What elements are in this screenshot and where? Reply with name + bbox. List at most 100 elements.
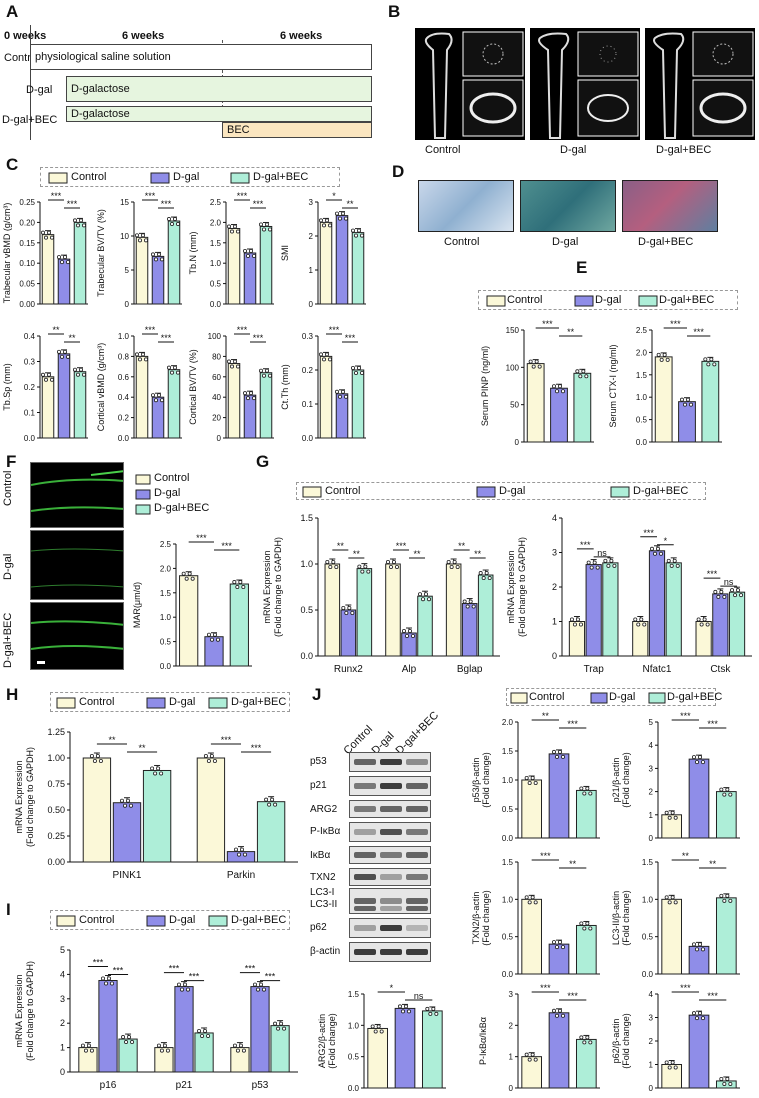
legend-c: Control D-gal D-gal+BEC [40, 167, 340, 187]
bar-dgalbec [421, 1010, 443, 1089]
significance-label: ** [458, 541, 466, 551]
data-point [424, 592, 429, 597]
significance-label: ** [139, 743, 147, 753]
data-point [325, 352, 330, 357]
y-tick-label: 1.5 [636, 371, 648, 380]
y-axis-label-unit: (Fold change to GAPDH) [517, 537, 527, 637]
bar-dgalbec [167, 220, 181, 305]
chart-h-mitophagy: 0.00 0.25 0.50 0.75 1.00 1.25 mRNA Expression(… [14, 727, 298, 881]
y-tick-label: 0 [125, 300, 130, 309]
chart-ctth: 0.0 0.1 0.2 0.3 Ct.Th (mm) *** *** [280, 325, 366, 443]
y-axis-label: MAR(μm/d) [132, 582, 142, 628]
data-point [173, 365, 178, 370]
y-axis-label-unit: (Fold change) [481, 752, 491, 808]
blot-band [354, 829, 376, 835]
data-point [230, 229, 235, 234]
significance-label: *** [707, 569, 718, 579]
y-axis-label: mRNA Expression [506, 550, 516, 623]
data-point [262, 373, 267, 378]
data-point [47, 230, 52, 235]
bar-dgalbec [270, 1025, 290, 1073]
data-point [160, 257, 165, 262]
blot-band [380, 852, 402, 858]
y-tick-label: 2.5 [636, 326, 648, 335]
y-tick-label: 0.0 [348, 1084, 360, 1093]
blot-band [380, 874, 402, 880]
bar-dgal [678, 401, 696, 443]
data-point [328, 223, 333, 228]
y-tick-label: 2 [552, 582, 557, 592]
bar-control [227, 228, 241, 305]
data-point [138, 357, 143, 362]
data-point [391, 560, 396, 565]
data-point [649, 546, 654, 551]
data-point [579, 921, 584, 926]
bar-dgal [461, 603, 478, 657]
blot-band [380, 829, 402, 835]
data-point [241, 1048, 246, 1053]
bar-control [521, 779, 543, 839]
data-point [101, 976, 106, 981]
bar-dgal [648, 550, 666, 657]
y-tick-label: 1.0 [502, 895, 514, 904]
data-point [162, 1043, 167, 1048]
bar-control [654, 356, 673, 443]
data-point [401, 628, 406, 633]
y-axis-label: p21/β-actin [612, 758, 621, 803]
data-point [481, 576, 486, 581]
data-point [719, 893, 724, 898]
blot-band [406, 874, 428, 880]
data-point [379, 1029, 384, 1034]
chart-i-senescence: 0 1 2 3 4 5 mRNA Expression (Fold change to GAP… [14, 945, 298, 1091]
data-point [728, 792, 733, 797]
blot-strip [349, 822, 431, 842]
category-label: PINK1 [113, 870, 142, 881]
y-tick-label: 4 [60, 969, 65, 979]
legend-c-svg [48, 172, 250, 184]
data-point [82, 372, 87, 377]
data-point [138, 238, 143, 243]
data-point [159, 1048, 164, 1053]
y-tick-label: 1.5 [160, 589, 172, 598]
data-point [351, 228, 356, 233]
blot-bands [354, 759, 428, 765]
blot-band [354, 898, 376, 904]
bar-control [695, 621, 712, 657]
data-point [585, 1035, 590, 1040]
data-point [57, 349, 62, 354]
blot-band [380, 906, 402, 911]
bar-dgal [688, 1014, 710, 1089]
data-point [338, 216, 343, 221]
significance-label: *** [680, 711, 691, 721]
data-point [725, 787, 730, 792]
data-point [319, 352, 324, 357]
data-point [328, 565, 333, 570]
data-point [530, 776, 535, 781]
data-point [232, 1043, 237, 1048]
blot-band [380, 783, 402, 789]
data-point [268, 373, 273, 378]
data-point [575, 617, 580, 622]
significance-label: ** [337, 541, 345, 551]
significance-label: ** [68, 333, 76, 343]
panel-f-label: F [6, 452, 17, 471]
bar-control [82, 757, 112, 863]
row-dgal-label: D-galactose [71, 83, 130, 95]
y-tick-label: 1.0 [210, 259, 222, 268]
data-point [123, 803, 128, 808]
data-point [528, 359, 533, 364]
y-tick-label: 0.0 [636, 438, 648, 447]
microct-control [415, 28, 525, 140]
blot-band [354, 852, 376, 858]
chart-trabecular-bvtv: 0 5 10 15 Trabecular BV/TV (%) *** *** [96, 191, 182, 309]
timeline-mid: 6 weeks [122, 30, 165, 42]
y-axis-label: Tb.Sp (mm) [2, 363, 12, 411]
data-point [659, 357, 664, 362]
significance-label: *** [67, 199, 78, 209]
category-label: Trap [584, 664, 605, 675]
legend-e-svg [486, 295, 658, 307]
data-point [325, 560, 330, 565]
data-point [569, 617, 574, 622]
data-point [394, 565, 399, 570]
data-point [233, 359, 238, 364]
